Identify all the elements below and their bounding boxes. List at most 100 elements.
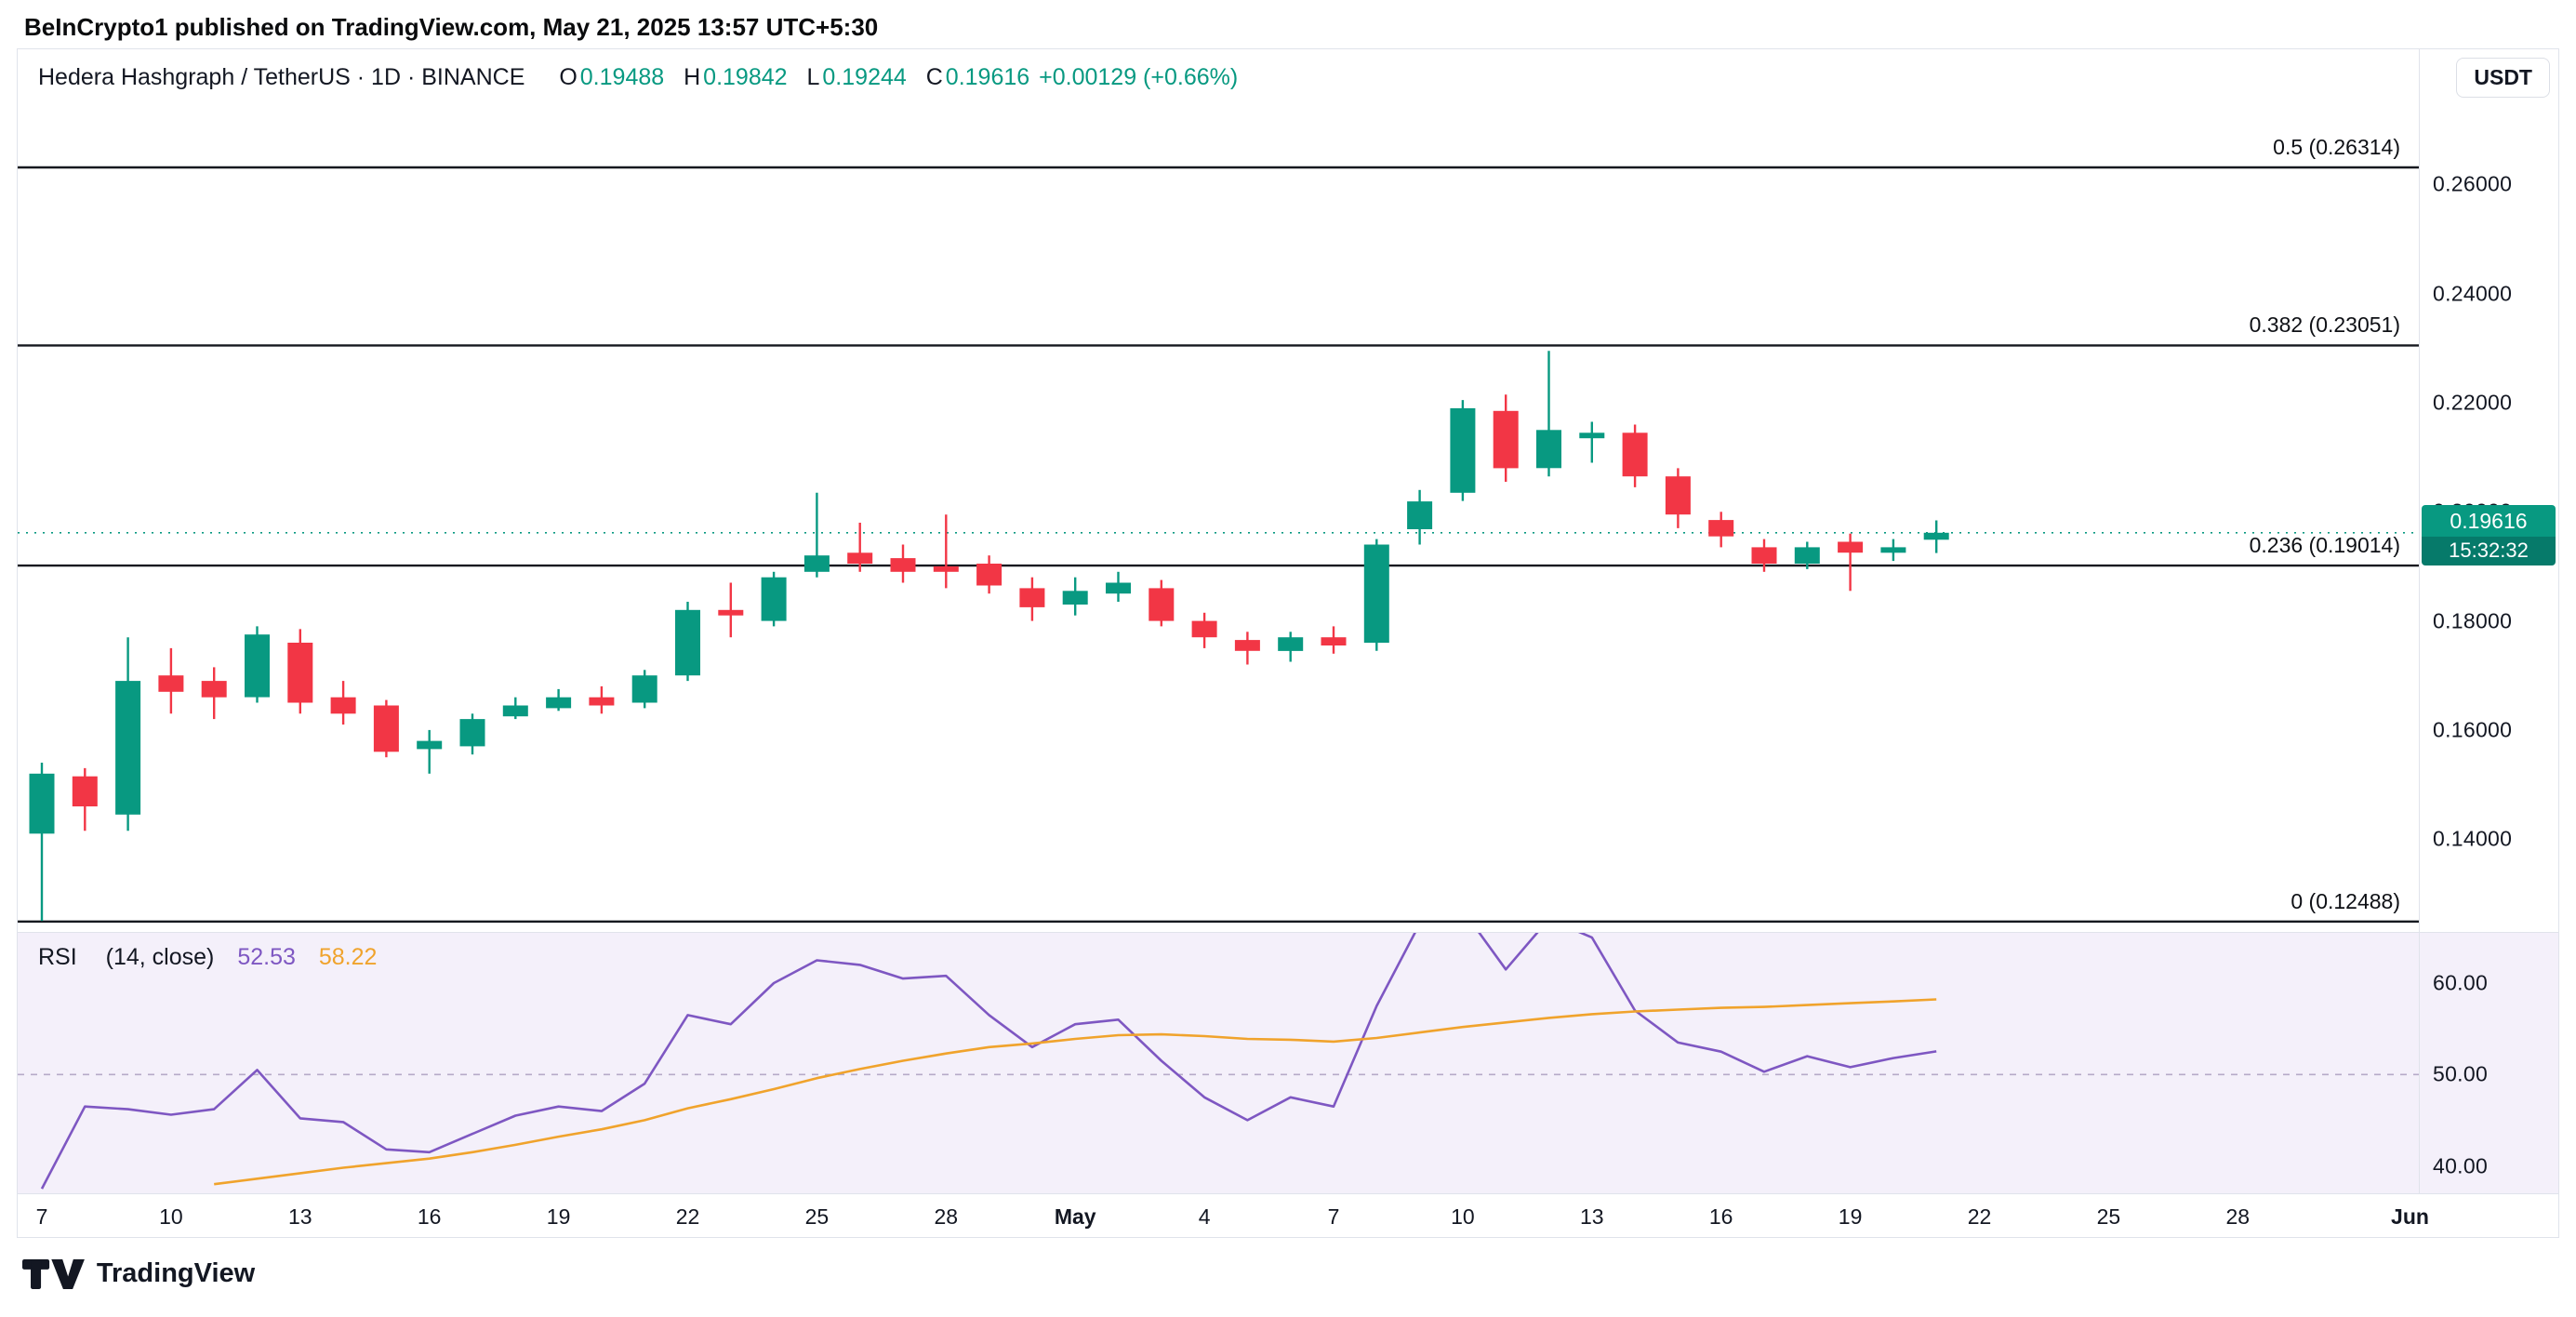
- time-axis-label[interactable]: 10: [159, 1204, 183, 1229]
- candle-body[interactable]: [1062, 591, 1088, 605]
- time-axis[interactable]: 7 10 13 16 19 22 25 28 May 4 7 10 13 16 19 22 25 28 Jun: [18, 1193, 2558, 1237]
- candle-body[interactable]: [1708, 520, 1734, 537]
- candle-body[interactable]: [72, 776, 98, 806]
- price-chart-svg[interactable]: [18, 49, 2419, 933]
- rsi-pane[interactable]: 60.00 50.00 40.00 RSI (14, close) 52.53 58…: [18, 933, 2558, 1193]
- candle-body[interactable]: [201, 681, 227, 698]
- currency-toggle[interactable]: USDT: [2456, 58, 2550, 98]
- candle-body[interactable]: [158, 675, 184, 692]
- fib-level-label: 0.236 (0.19014): [2249, 533, 2400, 558]
- candle-body[interactable]: [1579, 432, 1605, 439]
- time-axis-label[interactable]: 7: [1327, 1204, 1340, 1229]
- time-axis-label[interactable]: Jun: [2391, 1204, 2429, 1229]
- candle-body[interactable]: [1234, 640, 1260, 651]
- candle-body[interactable]: [1493, 410, 1519, 469]
- candle-body[interactable]: [847, 552, 873, 564]
- low-label: L: [806, 64, 820, 90]
- time-axis-label[interactable]: 28: [2225, 1204, 2251, 1229]
- time-axis-label[interactable]: 16: [417, 1204, 442, 1229]
- time-axis-label[interactable]: May: [1054, 1204, 1096, 1229]
- time-axis-label[interactable]: 4: [1198, 1204, 1211, 1229]
- bar-close-countdown: 15:32:32: [2422, 536, 2556, 565]
- last-price-badge: 0.19616 15:32:32: [2422, 504, 2556, 565]
- candle-body[interactable]: [115, 681, 141, 815]
- fib-level-label: 0.382 (0.23051): [2249, 313, 2400, 338]
- time-axis-label[interactable]: 25: [2096, 1204, 2121, 1229]
- time-axis-label[interactable]: 19: [1838, 1204, 1863, 1229]
- candle-body[interactable]: [1191, 620, 1217, 638]
- candle-body[interactable]: [1665, 476, 1691, 515]
- high-label: H: [684, 64, 701, 90]
- candle-body[interactable]: [718, 609, 744, 616]
- time-axis-label[interactable]: 13: [1580, 1204, 1604, 1229]
- candle-body[interactable]: [1751, 547, 1777, 564]
- candle-body[interactable]: [890, 558, 916, 572]
- time-axis-label[interactable]: 19: [546, 1204, 571, 1229]
- time-axis-label[interactable]: 7: [35, 1204, 48, 1229]
- candle-body[interactable]: [373, 705, 399, 752]
- candle-body[interactable]: [675, 609, 700, 676]
- candle-body[interactable]: [330, 697, 356, 714]
- candle-body[interactable]: [1622, 432, 1648, 477]
- price-axis-tick: 0.18000: [2433, 608, 2513, 633]
- candle-body[interactable]: [1450, 407, 1476, 493]
- candle-body[interactable]: [546, 697, 572, 709]
- time-axis-label[interactable]: 25: [804, 1204, 830, 1229]
- close-label: C: [925, 64, 943, 90]
- high-value: 0.19842: [703, 64, 788, 90]
- price-pane[interactable]: 0.260000.240000.220000.200000.180000.160…: [18, 49, 2558, 933]
- candle-body[interactable]: [589, 697, 615, 706]
- rsi-legend: RSI (14, close) 52.53 58.22: [38, 944, 377, 971]
- candle-body[interactable]: [1923, 532, 1949, 540]
- candle-body[interactable]: [1106, 582, 1131, 594]
- candle-body[interactable]: [245, 634, 270, 698]
- candle-body[interactable]: [1880, 547, 1906, 553]
- candle-body[interactable]: [502, 705, 528, 717]
- candle-body[interactable]: [1363, 544, 1389, 644]
- time-axis-label[interactable]: 13: [288, 1204, 312, 1229]
- rsi-axis[interactable]: 60.00 50.00 40.00: [2419, 933, 2558, 1193]
- tradingview-logo-icon[interactable]: [22, 1258, 85, 1289]
- candle-body[interactable]: [933, 565, 959, 572]
- candle-body[interactable]: [1278, 637, 1304, 651]
- candle-body[interactable]: [1321, 637, 1347, 645]
- candle-body[interactable]: [1794, 547, 1820, 564]
- time-axis-label[interactable]: 22: [675, 1204, 700, 1229]
- rsi-value: 52.53: [237, 944, 296, 970]
- symbol-title[interactable]: Hedera Hashgraph / TetherUS · 1D · BINAN…: [38, 64, 525, 90]
- footer: TradingView: [0, 1238, 2576, 1289]
- rsi-axis-tick: 40.00: [2433, 1153, 2489, 1178]
- rsi-axis-tick: 50.00: [2433, 1061, 2489, 1086]
- candle-body[interactable]: [29, 773, 55, 834]
- candle-body[interactable]: [976, 564, 1003, 586]
- last-price-value: 0.19616: [2422, 504, 2556, 537]
- chart-frame: 0.260000.240000.220000.200000.180000.160…: [17, 48, 2559, 1238]
- candle-body[interactable]: [761, 577, 787, 621]
- time-axis-label[interactable]: 28: [934, 1204, 959, 1229]
- price-axis-tick: 0.26000: [2433, 171, 2513, 196]
- candle-body[interactable]: [459, 719, 485, 747]
- time-axis-label[interactable]: 16: [1708, 1204, 1733, 1229]
- candle-body[interactable]: [287, 643, 313, 703]
- rsi-chart-svg[interactable]: [18, 933, 2419, 1193]
- price-axis-tick: 0.14000: [2433, 826, 2513, 851]
- fib-level-label: 0 (0.12488): [2291, 888, 2400, 913]
- candle-body[interactable]: [1019, 588, 1045, 607]
- candle-body[interactable]: [1407, 501, 1433, 529]
- candle-body[interactable]: [803, 555, 830, 572]
- open-value: 0.19488: [579, 64, 665, 90]
- low-value: 0.19244: [822, 64, 907, 90]
- time-axis-label[interactable]: 10: [1451, 1204, 1475, 1229]
- tradingview-wordmark[interactable]: TradingView: [96, 1258, 256, 1288]
- rsi-ma-value: 58.22: [318, 944, 378, 970]
- candle-body[interactable]: [1536, 430, 1561, 469]
- candle-body[interactable]: [631, 675, 657, 703]
- publish-note: BeInCrypto1 published on TradingView.com…: [24, 13, 879, 41]
- time-axis-label[interactable]: 22: [1967, 1204, 1992, 1229]
- rsi-axis-tick: 60.00: [2433, 970, 2489, 995]
- candle-body[interactable]: [1838, 541, 1864, 553]
- candle-body[interactable]: [417, 740, 443, 750]
- candle-body[interactable]: [1149, 588, 1175, 621]
- price-axis[interactable]: 0.260000.240000.220000.200000.180000.160…: [2419, 49, 2558, 932]
